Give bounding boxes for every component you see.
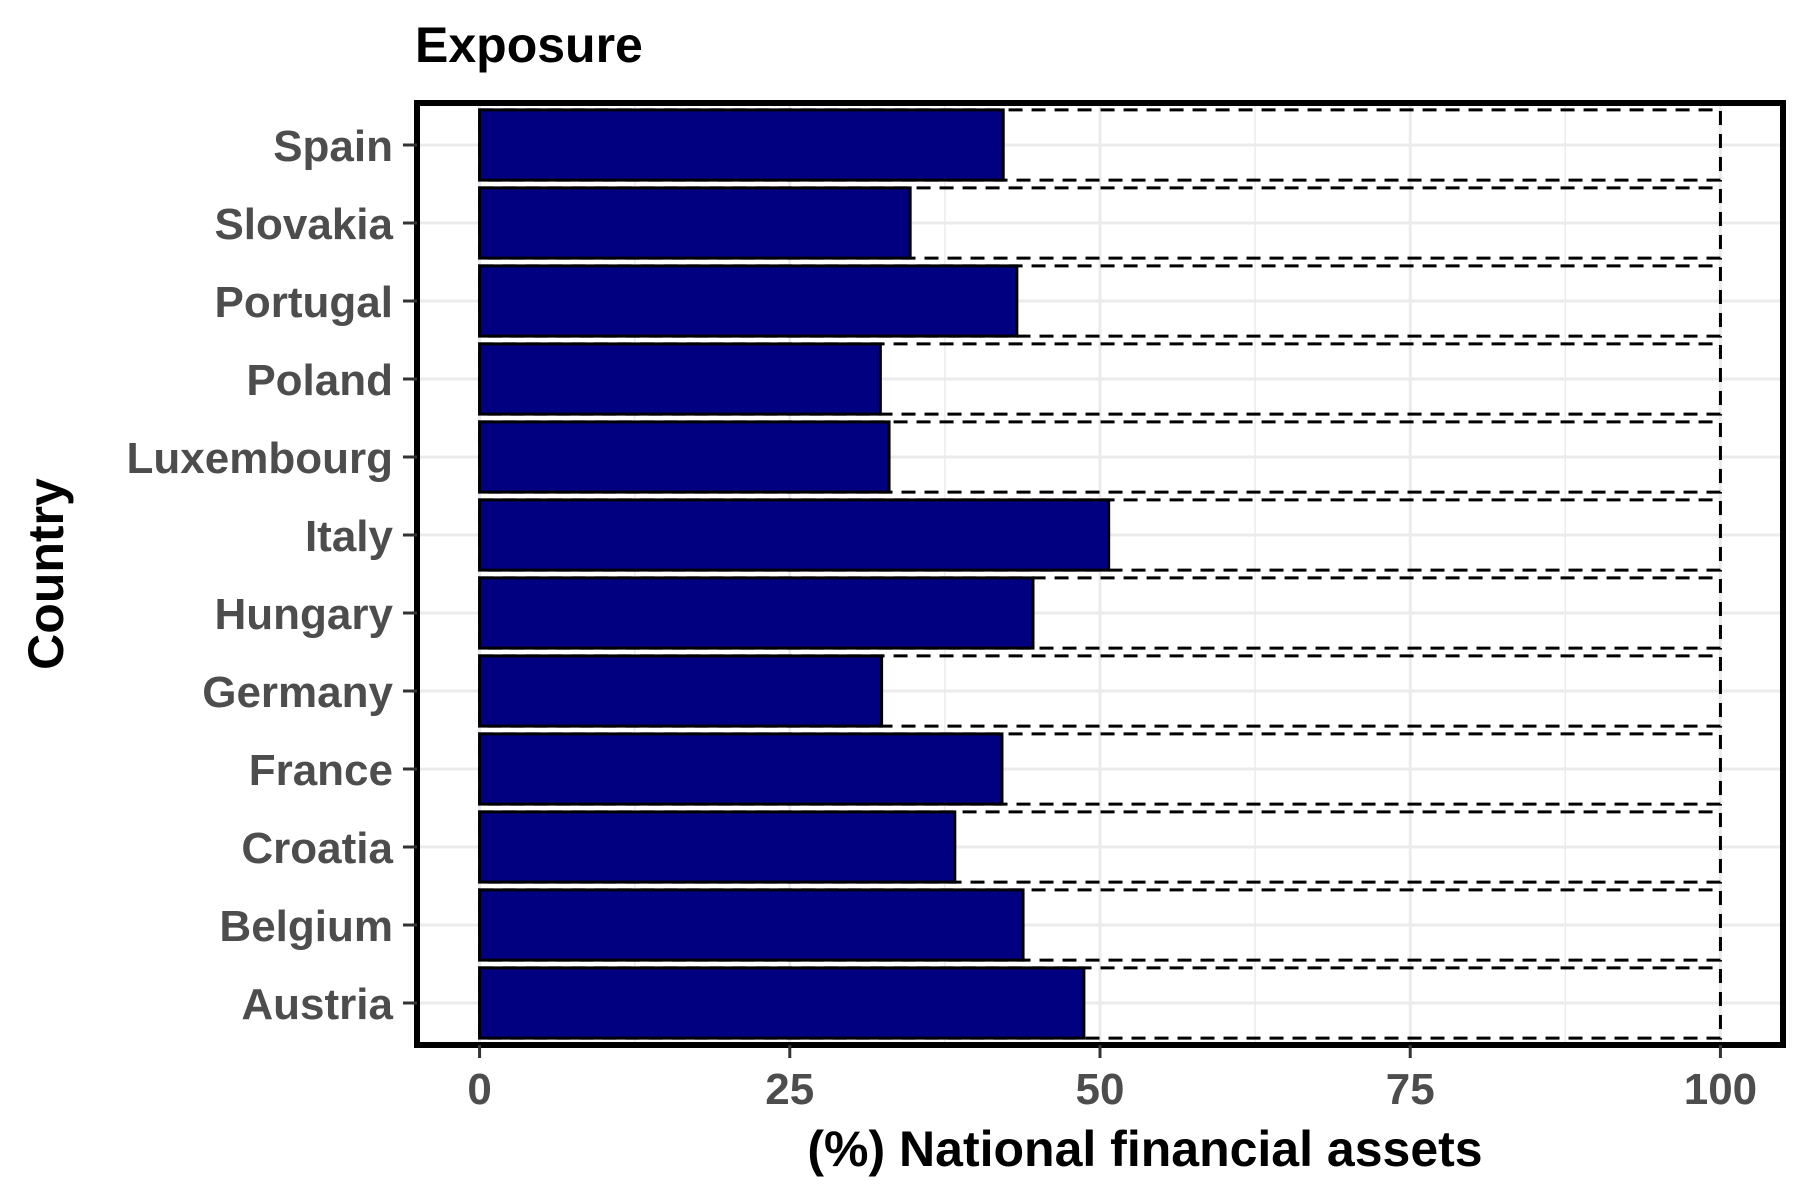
x-tick-label: 100 <box>1684 1065 1757 1114</box>
x-axis: 0 25 50 75 100 <box>467 1045 1757 1114</box>
y-axis: Austria Belgium Croatia France Germany Hungar… <box>127 122 417 1029</box>
x-tick-label: 0 <box>467 1065 491 1114</box>
y-tick-label: Poland <box>246 356 393 405</box>
y-tick-label: Portugal <box>215 278 393 327</box>
bar <box>478 810 957 884</box>
bar <box>478 186 912 260</box>
y-tick-label: Spain <box>273 122 393 171</box>
bar <box>478 732 1004 806</box>
bar <box>478 342 882 416</box>
x-axis-title: (%) National financial assets <box>807 1121 1482 1177</box>
bar <box>478 264 1019 338</box>
x-tick-label: 50 <box>1076 1065 1125 1114</box>
y-tick-label: Austria <box>241 980 393 1029</box>
y-axis-title: Country <box>18 478 74 670</box>
bar <box>478 420 891 494</box>
bar <box>478 966 1086 1040</box>
bar <box>478 654 884 728</box>
x-tick-label: 75 <box>1386 1065 1435 1114</box>
y-tick-label: France <box>249 746 393 795</box>
y-tick-label: Germany <box>202 668 393 717</box>
y-tick-label: Luxembourg <box>127 434 393 483</box>
bar <box>478 888 1025 962</box>
y-tick-label: Belgium <box>219 902 393 951</box>
bar <box>478 108 1005 182</box>
y-tick-label: Italy <box>305 512 394 561</box>
y-tick-label: Croatia <box>241 824 393 873</box>
bar <box>478 576 1035 650</box>
data-bars <box>478 108 1111 1040</box>
y-tick-label: Hungary <box>215 590 394 639</box>
bar <box>478 498 1111 572</box>
chart-title: Exposure <box>415 17 643 73</box>
y-tick-label: Slovakia <box>214 200 393 249</box>
x-tick-label: 25 <box>765 1065 814 1114</box>
